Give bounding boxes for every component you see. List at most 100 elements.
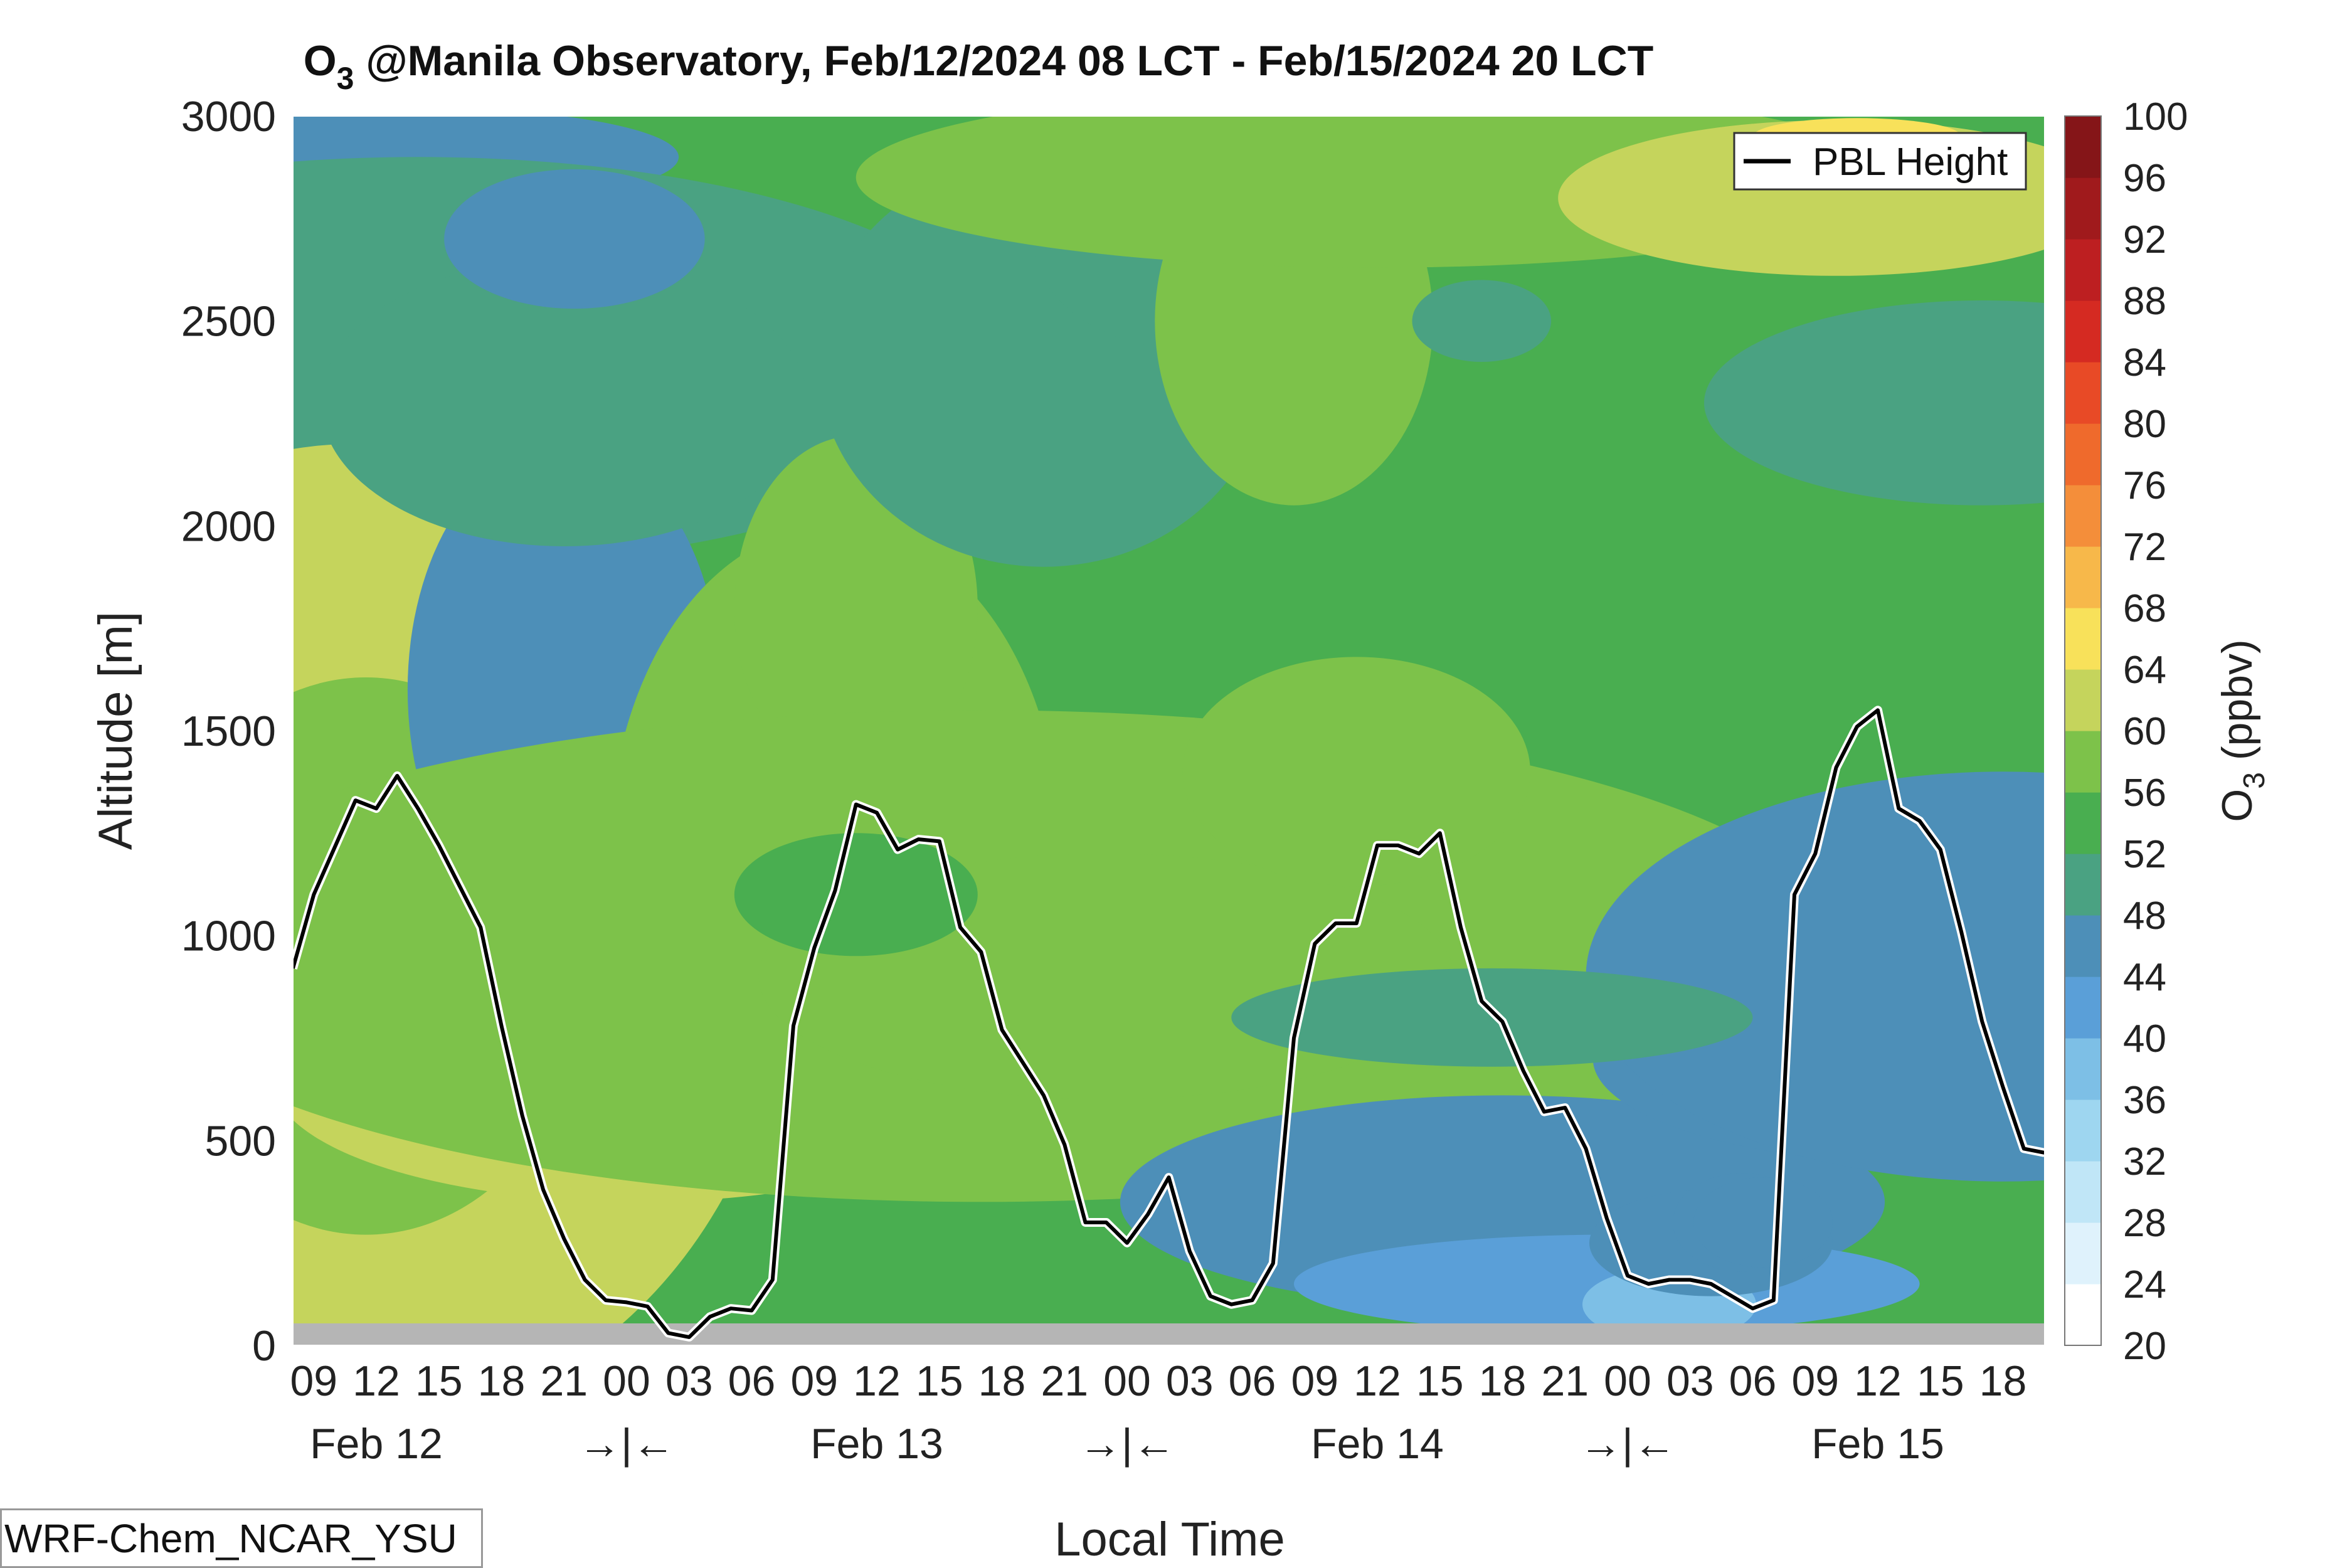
x-tick-label-5: 00 [603, 1357, 650, 1405]
colorbar-tick-76: 76 [2123, 464, 2166, 507]
ground-band [293, 1323, 2045, 1345]
contour-region-7 [444, 169, 705, 309]
colorbar-bin-16 [2065, 300, 2101, 363]
colorbar-bin-13 [2065, 485, 2101, 547]
x-axis-day-labels: Feb 12 →|← Feb 13 →|← Feb 14 →|← Feb 15 [310, 1420, 1944, 1468]
colorbar-tick-64: 64 [2123, 649, 2166, 692]
colorbar-tick-88: 88 [2123, 280, 2166, 323]
x-tick-label-24: 09 [1791, 1357, 1839, 1405]
contour-region-21 [1412, 280, 1552, 362]
x-axis-label: Local Time [1054, 1513, 1285, 1566]
colorbar-ticks: 20 24 28 32 36 40 44 48 52 56 60 64 68 72 76 80 84 88 92 96… [2123, 95, 2188, 1368]
colorbar-bin-3 [2065, 1099, 2101, 1162]
chart-title: O3 @Manila Observatory, Feb/12/2024 08 L… [304, 37, 1654, 96]
legend-entry-pbl-height: PBL Height [1813, 140, 2008, 184]
pbl-height-line-series [293, 708, 2045, 1339]
pbl-height-line [293, 706, 2045, 1342]
x-day-label-6: Feb 15 [1811, 1420, 1944, 1468]
colorbar-bin-0 [2065, 1284, 2101, 1346]
colorbar-bin-6 [2065, 915, 2101, 977]
plot-area [293, 116, 2045, 1345]
x-tick-label-23: 06 [1729, 1357, 1777, 1405]
x-tick-label-25: 12 [1854, 1357, 1902, 1405]
x-tick-label-18: 15 [1416, 1357, 1464, 1405]
x-tick-label-17: 12 [1353, 1357, 1401, 1405]
colorbar-label: O3 (ppbv) [2213, 639, 2271, 822]
x-tick-label-27: 18 [1979, 1357, 2027, 1405]
colorbar-bin-7 [2065, 854, 2101, 916]
colorbar-bin-2 [2065, 1161, 2101, 1223]
x-tick-label-12: 21 [1041, 1357, 1088, 1405]
y-tick-label-2500: 2500 [181, 298, 276, 346]
colorbar-tick-68: 68 [2123, 587, 2166, 630]
y-tick-label-3000: 3000 [181, 93, 276, 140]
x-tick-label-6: 03 [665, 1357, 713, 1405]
x-tick-label-3: 18 [478, 1357, 526, 1405]
x-tick-label-22: 03 [1666, 1357, 1714, 1405]
x-tick-label-20: 21 [1541, 1357, 1589, 1405]
contour-region-32 [1693, 1177, 1833, 1268]
x-tick-label-10: 15 [916, 1357, 963, 1405]
contour-region-33 [734, 833, 978, 956]
y-tick-label-2000: 2000 [181, 502, 276, 550]
colorbar-bin-19 [2065, 116, 2101, 178]
x-day-label-4: Feb 14 [1311, 1420, 1444, 1468]
x-day-label-2: Feb 13 [810, 1420, 943, 1468]
y-axis-label: Altitude [m] [89, 612, 142, 850]
x-tick-label-13: 00 [1103, 1357, 1151, 1405]
colorbar-frame [2064, 115, 2102, 1346]
colorbar-bin-11 [2065, 608, 2101, 670]
colorbar-tick-80: 80 [2123, 403, 2166, 446]
colorbar-tick-92: 92 [2123, 218, 2166, 262]
contour-region-19 [1182, 657, 1530, 887]
colorbar-tick-96: 96 [2123, 157, 2166, 200]
x-day-label-5: →|← [1579, 1420, 1676, 1468]
colorbar-bin-10 [2065, 669, 2101, 731]
legend: PBL Height [1733, 132, 2027, 191]
colorbar-bin-17 [2065, 239, 2101, 301]
colorbar-tick-100: 100 [2123, 95, 2188, 139]
x-day-label-0: Feb 12 [310, 1420, 443, 1468]
colorbar-tick-48: 48 [2123, 894, 2166, 938]
plot-frame [292, 115, 2045, 1346]
x-day-label-3: →|← [1079, 1420, 1175, 1468]
colorbar-tick-44: 44 [2123, 956, 2166, 999]
x-axis-hour-ticks: 09 12 15 18 21 00 03 06 09 12 15 18 21 00 03 06 09 12 15 18… [290, 1357, 2026, 1405]
x-tick-label-4: 21 [540, 1357, 588, 1405]
y-tick-label-1500: 1500 [181, 707, 276, 755]
colorbar-tick-40: 40 [2123, 1017, 2166, 1061]
x-tick-label-15: 06 [1229, 1357, 1276, 1405]
colorbar-tick-36: 36 [2123, 1079, 2166, 1122]
x-tick-label-16: 09 [1291, 1357, 1338, 1405]
model-credit-box: WRF-Chem_NCAR_YSU [0, 1508, 483, 1568]
y-tick-label-1000: 1000 [181, 913, 276, 960]
colorbar-bin-5 [2065, 977, 2101, 1039]
x-tick-label-9: 12 [853, 1357, 901, 1405]
x-tick-label-21: 00 [1604, 1357, 1651, 1405]
x-tick-label-1: 12 [352, 1357, 400, 1405]
colorbar-tick-24: 24 [2123, 1263, 2166, 1306]
colorbar-tick-84: 84 [2123, 341, 2166, 384]
colorbar-bin-9 [2065, 731, 2101, 793]
x-tick-label-2: 15 [415, 1357, 463, 1405]
colorbar-bin-4 [2065, 1038, 2101, 1100]
colorbar-tick-20: 20 [2123, 1325, 2166, 1368]
x-tick-label-0: 09 [290, 1357, 337, 1405]
contour-region-29 [1704, 300, 2045, 506]
x-tick-label-19: 18 [1479, 1357, 1527, 1405]
colorbar [2064, 115, 2102, 1346]
colorbar-tick-32: 32 [2123, 1140, 2166, 1184]
x-tick-label-11: 18 [978, 1357, 1026, 1405]
colorbar-bin-12 [2065, 546, 2101, 608]
y-axis-ticks: 0 500 1000 1500 2000 2500 3000 [181, 93, 276, 1370]
x-tick-label-8: 09 [790, 1357, 838, 1405]
colorbar-bin-8 [2065, 792, 2101, 854]
x-tick-label-14: 03 [1166, 1357, 1214, 1405]
colorbar-tick-72: 72 [2123, 526, 2166, 569]
colorbar-bin-14 [2065, 423, 2101, 485]
x-tick-label-26: 15 [1917, 1357, 1964, 1405]
colorbar-tick-28: 28 [2123, 1202, 2166, 1245]
y-tick-label-500: 500 [205, 1117, 276, 1165]
colorbar-bin-1 [2065, 1222, 2101, 1285]
